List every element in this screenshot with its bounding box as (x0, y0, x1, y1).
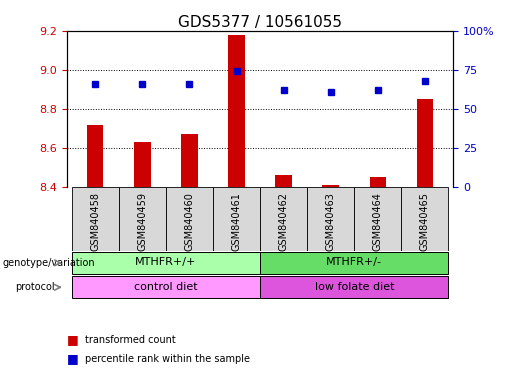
Bar (72, 252, 260, 274)
Bar (166, 187, 213, 251)
Bar (260, 187, 307, 251)
Bar (72, 276, 260, 298)
Text: low folate diet: low folate diet (315, 282, 394, 292)
Text: GSM840461: GSM840461 (232, 192, 242, 251)
Text: transformed count: transformed count (85, 335, 176, 345)
Bar (370, 177, 386, 187)
Bar (260, 252, 449, 274)
Bar (181, 134, 198, 187)
Text: GSM840462: GSM840462 (279, 192, 288, 251)
Bar (228, 35, 245, 187)
Bar (401, 187, 449, 251)
Text: GSM840459: GSM840459 (138, 192, 147, 251)
Bar (213, 187, 260, 251)
Bar (307, 187, 354, 251)
Bar (72, 187, 119, 251)
Bar (417, 99, 433, 187)
Bar (134, 142, 150, 187)
Text: percentile rank within the sample: percentile rank within the sample (85, 354, 250, 364)
Bar (119, 187, 166, 251)
Text: control diet: control diet (134, 282, 198, 292)
Text: protocol: protocol (15, 282, 55, 292)
Text: GSM840465: GSM840465 (420, 192, 430, 251)
Text: GSM840464: GSM840464 (373, 192, 383, 251)
Bar (276, 175, 292, 187)
Text: MTHFR+/-: MTHFR+/- (327, 257, 382, 267)
Bar (322, 185, 339, 187)
Text: GSM840460: GSM840460 (184, 192, 195, 251)
Text: ■: ■ (67, 333, 79, 346)
Bar (260, 276, 449, 298)
Bar (87, 124, 104, 187)
Text: GSM840463: GSM840463 (325, 192, 336, 251)
Text: GSM840458: GSM840458 (90, 192, 100, 251)
Title: GDS5377 / 10561055: GDS5377 / 10561055 (178, 15, 342, 30)
Text: genotype/variation: genotype/variation (3, 258, 95, 268)
Text: MTHFR+/+: MTHFR+/+ (135, 257, 197, 267)
Bar (354, 187, 401, 251)
Text: ■: ■ (67, 353, 79, 366)
